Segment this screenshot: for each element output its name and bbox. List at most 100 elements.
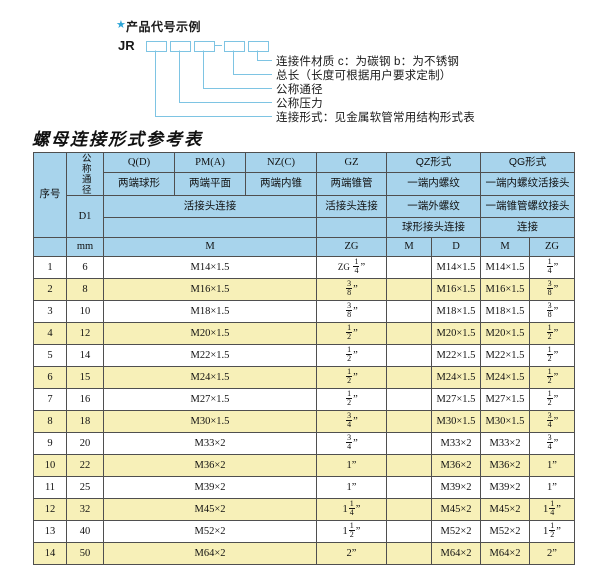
cell-qz-m [386,476,432,499]
cell-seq: 14 [33,542,67,565]
header-row3-qz: 一端外螺纹 [386,195,481,218]
cell-qg-zg: 1 1 4” [529,498,575,521]
cell-gz-size: 1 2” [316,322,387,345]
header-row-units: mm M ZG M D M ZG [33,237,575,257]
cell-nominal-diameter: 18 [66,410,104,433]
cell-qz-d: M52×2 [431,520,481,543]
cell-nominal-diameter: 22 [66,454,104,477]
header-group-nzc-name: 两端内锥 [245,172,317,196]
cell-nominal-diameter: 40 [66,520,104,543]
cell-qz-d: M14×1.5 [431,256,481,279]
table-row: 2 8 M16×1.5 3 8” M16×1.5 M16×1.5 3 8” [33,278,575,301]
cell-qz-d: M30×1.5 [431,410,481,433]
cell-qg-zg: 1 1 2” [529,520,575,543]
cell-thread-m: M33×2 [103,432,317,455]
header-row4-gz-empty [316,217,387,238]
header-unit-qz-d: D [431,237,481,257]
section-title: 螺母连接形式参考表 [32,130,203,149]
cell-qg-zg: 1 2” [529,322,575,345]
cell-qg-zg: 1 2” [529,344,575,367]
cell-qz-m [386,498,432,521]
table-row: 3 10 M18×1.5 3 8” M18×1.5 M18×1.5 3 8” [33,300,575,323]
cell-qg-m: M52×2 [480,520,530,543]
cell-nominal-diameter: 16 [66,388,104,411]
cell-gz-size: 3 8” [316,278,387,301]
table-row: 12 32 M45×2 1 1 4” M45×2 M45×2 1 1 4” [33,498,575,521]
annotation-material: 连接件材质 c：为碳钢 b：为不锈钢 [276,56,460,68]
cell-gz-size: 3 4” [316,432,387,455]
cell-nominal-diameter: 10 [66,300,104,323]
header-row3-gz: 活接头连接 [316,195,387,218]
header-d1-label: D1 [78,210,92,222]
cell-qg-zg: 1 4” [529,256,575,279]
code-dash [215,45,222,46]
table-row: 8 18 M30×1.5 3 4” M30×1.5 M30×1.5 3 4” [33,410,575,433]
cell-qg-m: M27×1.5 [480,388,530,411]
cell-seq: 12 [33,498,67,521]
table-row: 1 6 M14×1.5 ZG 1 4” M14×1.5 M14×1.5 1 4” [33,256,575,279]
cell-qz-d: M27×1.5 [431,388,481,411]
table-row: 7 16 M27×1.5 1 2” M27×1.5 M27×1.5 1 2” [33,388,575,411]
cell-gz-size: 1 1 4” [316,498,387,521]
cell-qz-m [386,454,432,477]
cell-thread-m: M36×2 [103,454,317,477]
cell-qz-d: M18×1.5 [431,300,481,323]
cell-gz-size: ZG 1 4” [316,256,387,279]
cell-seq: 4 [33,322,67,345]
header-seq-empty [33,237,67,257]
cell-qz-m [386,278,432,301]
code-box-5 [248,41,269,52]
table-row: 13 40 M52×2 1 1 2” M52×2 M52×2 1 1 2” [33,520,575,543]
cell-qg-m: M14×1.5 [480,256,530,279]
cell-seq: 6 [33,366,67,389]
table-row: 11 25 M39×2 1” M39×2 M39×2 1” [33,476,575,499]
cell-nominal-diameter: 14 [66,344,104,367]
cell-qz-m [386,388,432,411]
header-group-qz-name: 一端内螺纹 [386,172,481,196]
cell-qz-m [386,366,432,389]
cell-qg-m: M45×2 [480,498,530,521]
header-group-nzc-code: NZ(C) [245,151,317,174]
cell-qg-m: M33×2 [480,432,530,455]
header-row4-qg: 连接 [480,217,575,238]
cell-nominal-diameter: 25 [66,476,104,499]
cell-gz-size: 1” [316,454,387,477]
annotation-total-length: 总长（长度可根据用户要求定制） [276,70,452,82]
cell-seq: 2 [33,278,67,301]
header-group-qg-name: 一端内螺纹活接头 [480,172,575,196]
cell-seq: 1 [33,256,67,279]
cell-qz-m [386,300,432,323]
cell-qg-zg: 3 8” [529,278,575,301]
code-box-2 [170,41,191,52]
cell-gz-size: 3 8” [316,300,387,323]
cell-qz-m [386,322,432,345]
header-group-qz-code: QZ形式 [386,151,481,174]
cell-nominal-diameter: 50 [66,542,104,565]
cell-gz-size: 1 2” [316,366,387,389]
cell-qg-m: M22×1.5 [480,344,530,367]
cell-qg-m: M16×1.5 [480,278,530,301]
cell-qz-d: M22×1.5 [431,344,481,367]
code-prefix-label: JR [118,38,135,53]
cell-seq: 13 [33,520,67,543]
cell-qg-m: M24×1.5 [480,366,530,389]
cell-seq: 7 [33,388,67,411]
nut-connection-spec-table: 序号 公称通径 Q(D) PM(A) NZ(C) GZ QZ形式 QG形式 两端… [33,151,575,565]
cell-thread-m: M45×2 [103,498,317,521]
cell-thread-m: M39×2 [103,476,317,499]
annotation-nominal-pressure: 公称压力 [276,98,323,110]
cell-gz-size: 1” [316,476,387,499]
header-row4-qz: 球形接头连接 [386,217,481,238]
header-nominal-diameter: 公称通径 [66,152,104,196]
cell-gz-size: 1 2” [316,344,387,367]
header-unit-qz-m: M [386,237,432,257]
table-row: 14 50 M64×2 2” M64×2 M64×2 2” [33,542,575,565]
cell-qz-m [386,256,432,279]
cell-qg-zg: 1” [529,454,575,477]
header-seq-label: 序号 [39,188,61,201]
header-group-qd-name: 两端球形 [103,172,175,196]
cell-nominal-diameter: 12 [66,322,104,345]
code-box-1 [146,41,167,52]
cell-gz-size: 2” [316,542,387,565]
cell-qz-m [386,344,432,367]
